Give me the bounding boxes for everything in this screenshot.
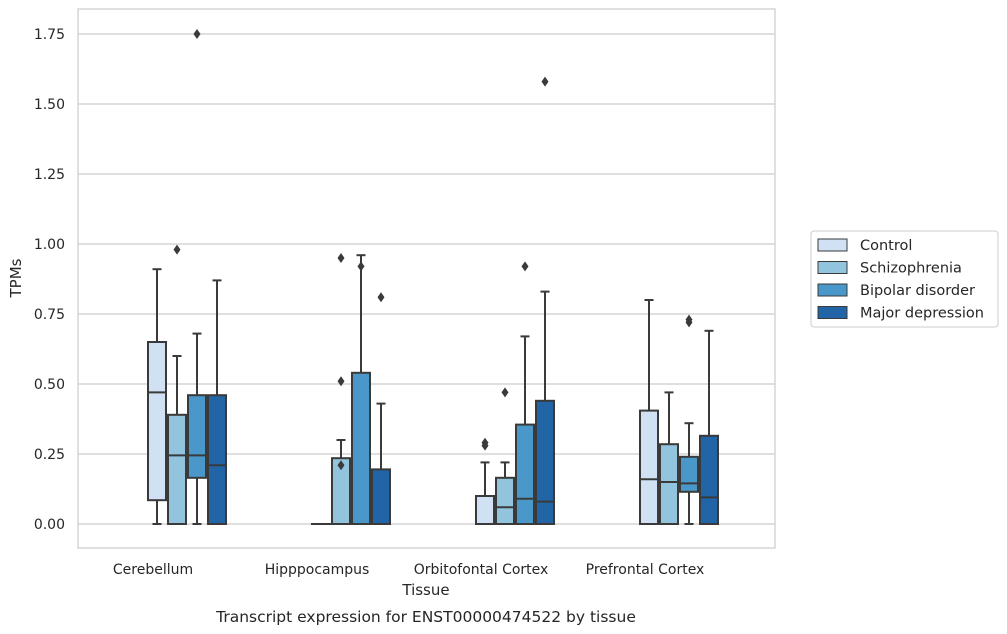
outlier-point bbox=[685, 314, 693, 325]
x-tick-label: Orbitofontal Cortex bbox=[414, 562, 549, 578]
box-iqr bbox=[699, 434, 719, 525]
box-schizophrenia bbox=[331, 253, 351, 526]
plot-area-frame bbox=[77, 8, 776, 549]
outlier-point bbox=[337, 460, 345, 471]
box-control bbox=[475, 437, 495, 525]
box-iqr bbox=[371, 468, 391, 525]
box-schizophrenia bbox=[659, 391, 679, 526]
box-iqr bbox=[207, 394, 227, 526]
box-iqr bbox=[475, 495, 495, 525]
legend: Control Schizophrenia Bipolar disorder Majo… bbox=[810, 230, 999, 328]
box-schizophrenia bbox=[495, 387, 515, 525]
outlier-point bbox=[521, 261, 529, 272]
box-bipolar-disorder bbox=[679, 314, 699, 525]
box-iqr bbox=[535, 399, 555, 525]
legend-swatch bbox=[817, 306, 848, 319]
outlier-point bbox=[481, 437, 489, 448]
legend-label: Major depression bbox=[860, 306, 984, 322]
box-control bbox=[147, 268, 167, 525]
box-iqr bbox=[187, 394, 207, 479]
legend-frame bbox=[810, 230, 999, 328]
box-major-depression bbox=[207, 279, 227, 526]
y-tick-label: 0.50 bbox=[34, 377, 65, 393]
box-control bbox=[639, 299, 659, 526]
x-tick-labels: Cerebellum Hipppocampus Orbitofontal Corte… bbox=[113, 562, 704, 578]
outlier-point bbox=[337, 376, 345, 387]
box-iqr bbox=[167, 413, 187, 525]
outlier-point bbox=[193, 29, 201, 39]
legend-label: Control bbox=[860, 238, 912, 254]
x-tick-label: Prefrontal Cortex bbox=[586, 562, 705, 578]
outlier-point bbox=[173, 244, 181, 255]
y-tick-labels: 0.00 0.25 0.50 0.75 1.00 1.25 1.50 1.75 bbox=[34, 27, 65, 533]
chart-caption: Transcript expression for ENST0000047452… bbox=[215, 608, 636, 626]
legend-label: Schizophrenia bbox=[860, 261, 962, 277]
boxes bbox=[147, 29, 719, 526]
box-iqr bbox=[679, 455, 699, 493]
outlier-point bbox=[541, 76, 549, 87]
y-axis-title: TPMs bbox=[7, 258, 25, 298]
legend-items: Control Schizophrenia Bipolar disorder Majo… bbox=[817, 238, 984, 322]
outlier-point bbox=[337, 253, 345, 263]
x-tick-label: Cerebellum bbox=[113, 562, 193, 578]
box-major-depression bbox=[699, 329, 719, 525]
box-bipolar-disorder bbox=[351, 254, 371, 525]
legend-swatch bbox=[817, 261, 848, 274]
y-tick-label: 1.75 bbox=[34, 27, 65, 43]
x-axis-title: Tissue bbox=[401, 581, 449, 599]
legend-label: Bipolar disorder bbox=[860, 283, 975, 299]
box-iqr bbox=[515, 423, 535, 526]
y-tick-label: 0.75 bbox=[34, 307, 65, 323]
y-tick-label: 0.00 bbox=[34, 517, 65, 533]
y-tick-label: 0.25 bbox=[34, 447, 65, 463]
box-iqr bbox=[659, 443, 679, 526]
box-iqr bbox=[147, 341, 167, 502]
legend-swatch bbox=[817, 238, 848, 252]
box-major-depression bbox=[535, 76, 555, 525]
box-iqr bbox=[639, 409, 659, 526]
box-schizophrenia bbox=[167, 244, 187, 525]
x-tick-label: Hipppocampus bbox=[265, 562, 370, 578]
outlier-point bbox=[377, 292, 385, 303]
outlier-point bbox=[357, 261, 365, 272]
box-iqr bbox=[495, 476, 515, 525]
box-major-depression bbox=[371, 292, 391, 525]
box-bipolar-disorder bbox=[187, 29, 207, 525]
outlier-point bbox=[501, 387, 509, 398]
y-tick-label: 1.00 bbox=[34, 237, 65, 253]
y-tick-label: 1.25 bbox=[34, 167, 65, 183]
box-bipolar-disorder bbox=[515, 261, 535, 526]
y-tick-label: 1.50 bbox=[34, 97, 65, 113]
box-iqr bbox=[351, 371, 371, 525]
legend-swatch bbox=[817, 283, 848, 297]
